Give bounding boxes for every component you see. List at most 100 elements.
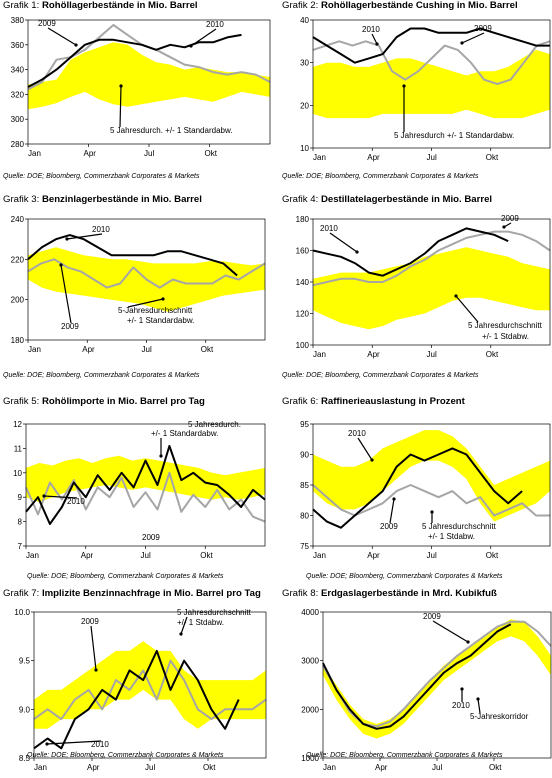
y-tick-label: 2000 [301, 705, 319, 714]
annotation-arrowhead [454, 294, 458, 298]
x-tick-label: Jan [313, 153, 326, 162]
annotation-arrowhead [502, 225, 506, 229]
chart-title: Grafik 4: Destillatelagerbestände in Mio… [282, 194, 493, 205]
y-tick-label: 140 [296, 278, 310, 287]
annotation-arrowhead [189, 44, 193, 48]
annotation-label: +/- 1 Stdabw. [428, 532, 475, 541]
y-tick-label: 1000 [301, 754, 319, 763]
annotation-arrowhead [65, 237, 69, 241]
band-area [28, 42, 270, 110]
band-area [313, 49, 550, 119]
annotation-arrowhead [392, 497, 396, 501]
annotation-arrowhead [42, 494, 46, 498]
y-tick-label: 40 [300, 16, 309, 25]
annotation-arrow [461, 32, 485, 44]
series-line-2010 [33, 649, 240, 750]
x-tick-label: Apr [84, 149, 97, 158]
x-tick-label: Jul [427, 350, 437, 359]
series-line-2010 [312, 447, 523, 529]
annotation-arrow [371, 33, 378, 45]
annotation-arrowhead [476, 697, 480, 701]
x-tick-label: Apr [367, 153, 380, 162]
chart-panel-g2: Grafik 2: Rohöllagerbestände Cushing in … [282, 0, 552, 190]
annotation-label: 2009 [142, 533, 160, 542]
annotation-label: 2010 [452, 701, 470, 710]
y-tick-label: 11 [14, 444, 23, 453]
source-note: Quelle: DOE; Bloomberg, Commerzbank Corp… [282, 173, 479, 180]
y-tick-label: 20 [300, 101, 309, 110]
annotation-arrow [47, 27, 77, 46]
y-tick-label: 220 [11, 255, 25, 264]
annotation-label: 2010 [67, 497, 85, 506]
annotation-arrowhead [460, 41, 464, 45]
x-tick-label: Jul [142, 345, 152, 354]
annotation-arrowhead [161, 297, 165, 301]
source-note: Quelle: DOE; Bloomberg, Commerzbank Corp… [27, 752, 224, 759]
x-tick-label: Jan [28, 345, 41, 354]
x-tick-label: Jan [323, 763, 336, 772]
chart-svg: 1000 2000 3000 4000 Jan Apr Jul Okt 2009 20105-Ja… [301, 608, 552, 772]
chart-title: Grafik 7: Implizite Benzinnachfrage in M… [3, 588, 261, 599]
chart-svg: 280 300 320 340 360 380 Jan Apr Jul Okt 2009 2010 5 … [11, 16, 271, 158]
x-tick-label: Apr [82, 345, 95, 354]
chart-svg: 10 20 30 40 Jan Apr Jul Okt 2010 2009 5 Jahresdurc… [300, 16, 551, 162]
series-line-2009 [312, 230, 551, 287]
x-tick-label: Okt [203, 763, 216, 772]
x-tick-label: Jan [313, 551, 326, 560]
chart-svg: 7 8 9 10 11 12 Jan Apr Jul Okt 5 Jahresdurch.+/- 1… [13, 420, 266, 560]
annotation-label: 5 Jahresdurch. +/- 1 Standardabw. [110, 126, 233, 135]
x-tick-label: Jul [145, 763, 155, 772]
annotation-arrow [432, 620, 469, 643]
y-tick-label: 7 [18, 542, 23, 551]
chart-panel-g7: Grafik 7: Implizite Benzinnachfrage in M… [3, 588, 273, 778]
annotation-arrowhead [74, 43, 78, 47]
series-line-2009 [25, 471, 266, 523]
annotation-label: 5 Jahresdurch +/- 1 Standardabw. [394, 131, 514, 140]
annotation-label: 2010 [362, 25, 380, 34]
annotation-label: 2010 [320, 224, 338, 233]
x-tick-label: Okt [486, 153, 499, 162]
annotation-arrowhead [466, 640, 470, 644]
chart-panel-g6: Grafik 6: Raffinerieauslastung in Prozen… [282, 396, 552, 586]
annotation-label: 2010 [206, 20, 224, 29]
x-tick-label: Jan [34, 763, 47, 772]
chart-svg: 8.5 9.0 9.5 10.0 Jan Apr Jul Okt 2009 5 Jahresdur… [14, 608, 267, 772]
x-tick-label: Apr [81, 551, 94, 560]
x-tick-label: Jul [432, 763, 442, 772]
x-tick-label: Jan [313, 350, 326, 359]
y-tick-label: 8.5 [19, 754, 31, 763]
annotation-arrowhead [430, 510, 434, 514]
annotation-label: 2009 [501, 214, 519, 223]
x-tick-label: Apr [375, 763, 388, 772]
annotation-arrowhead [402, 84, 406, 88]
chart-panel-g3: Grafik 3: Benzinlagerbestände in Mio. Ba… [3, 194, 273, 384]
annotation-arrowhead [94, 668, 98, 672]
series-line-2010 [27, 33, 242, 88]
y-tick-label: 9 [18, 493, 23, 502]
annotation-arrow [90, 625, 97, 671]
y-tick-label: 3000 [301, 657, 319, 666]
x-tick-label: Jul [141, 551, 151, 560]
annotation-arrow [180, 616, 188, 635]
annotation-arrowhead [375, 42, 379, 46]
annotation-arrow [329, 232, 358, 253]
source-note: Quelle: DOE; Bloomberg, Commerzbank Corp… [27, 573, 224, 580]
x-tick-label: Jul [427, 551, 437, 560]
y-tick-label: 200 [11, 296, 25, 305]
annotation-arrow [60, 264, 72, 324]
annotation-label: 2010 [91, 740, 109, 749]
annotation-arrow [190, 28, 217, 47]
y-tick-label: 180 [11, 336, 25, 345]
y-tick-label: 340 [11, 66, 25, 75]
x-tick-label: Okt [200, 551, 213, 560]
x-tick-label: Okt [486, 350, 499, 359]
x-tick-label: Okt [205, 149, 218, 158]
annotation-arrow [455, 295, 479, 323]
annotation-label: 5 Jahresdurchschnitt [422, 522, 497, 531]
y-tick-label: 380 [11, 16, 25, 25]
y-tick-label: 320 [11, 90, 25, 99]
y-tick-label: 4000 [301, 608, 319, 617]
chart-title: Grafik 6: Raffinerieauslastung in Prozen… [282, 396, 465, 407]
x-tick-label: Jul [427, 153, 437, 162]
chart-svg: 75 80 85 90 95 Jan Apr Jul Okt 2010 2009 5 Jahresdu… [300, 420, 551, 560]
